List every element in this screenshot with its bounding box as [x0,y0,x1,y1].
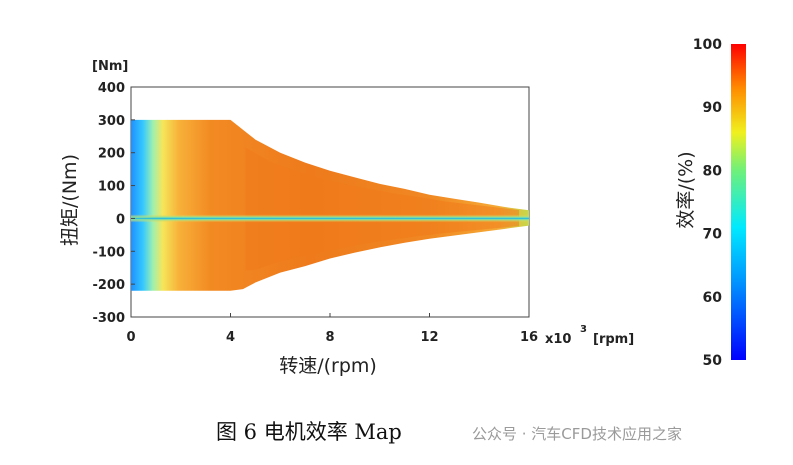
colorbar-tick-label: 70 [703,227,723,243]
y-tick-label: -200 [92,278,125,293]
watermark: 公众号 · 汽车CFD技术应用之家 [472,425,682,443]
colorbar-label: 效率/(%) [675,151,697,228]
colorbar-tick-label: 50 [703,353,723,369]
x-axis-ticks: 0 4 8 12 16 [126,313,538,345]
y-tick-label: 200 [98,147,125,162]
x-tick-label: 12 [420,330,438,345]
x-tick-label: 16 [520,330,538,345]
colorbar-tick-label: 100 [693,37,722,53]
y-axis-label: 扭矩/(Nm) [59,154,81,246]
y-axis-ticks: 400 300 200 100 0 -100 -200 -300 [92,81,135,326]
y-unit-label: [Nm] [92,59,128,74]
efficiency-map [131,119,529,291]
x-multiplier: x10 3 [rpm] [545,324,634,347]
colorbar-ticks: 100 90 80 70 60 50 [693,37,722,369]
x-multiplier-exponent: 3 [580,324,587,335]
zero-torque-band [131,214,529,223]
x-multiplier-base: x10 [545,332,571,347]
y-tick-label: 100 [98,180,125,195]
colorbar-tick-label: 80 [703,163,723,179]
y-tick-label: -300 [92,311,125,326]
figure-caption: 图 6 电机效率 Map [216,420,402,444]
x-tick-label: 0 [126,330,135,345]
x-tick-label: 8 [325,330,334,345]
colorbar [731,44,746,360]
x-tick-label: 4 [226,330,235,345]
y-tick-label: 400 [98,81,125,96]
colorbar-tick-label: 60 [703,290,723,306]
x-unit-label: [rpm] [593,332,634,347]
y-tick-label: -100 [92,245,125,260]
y-tick-label: 0 [116,212,125,227]
colorbar-tick-label: 90 [703,100,723,116]
x-axis-label: 转速/(rpm) [279,355,377,377]
high-efficiency-core [245,147,520,271]
y-tick-label: 300 [98,114,125,129]
